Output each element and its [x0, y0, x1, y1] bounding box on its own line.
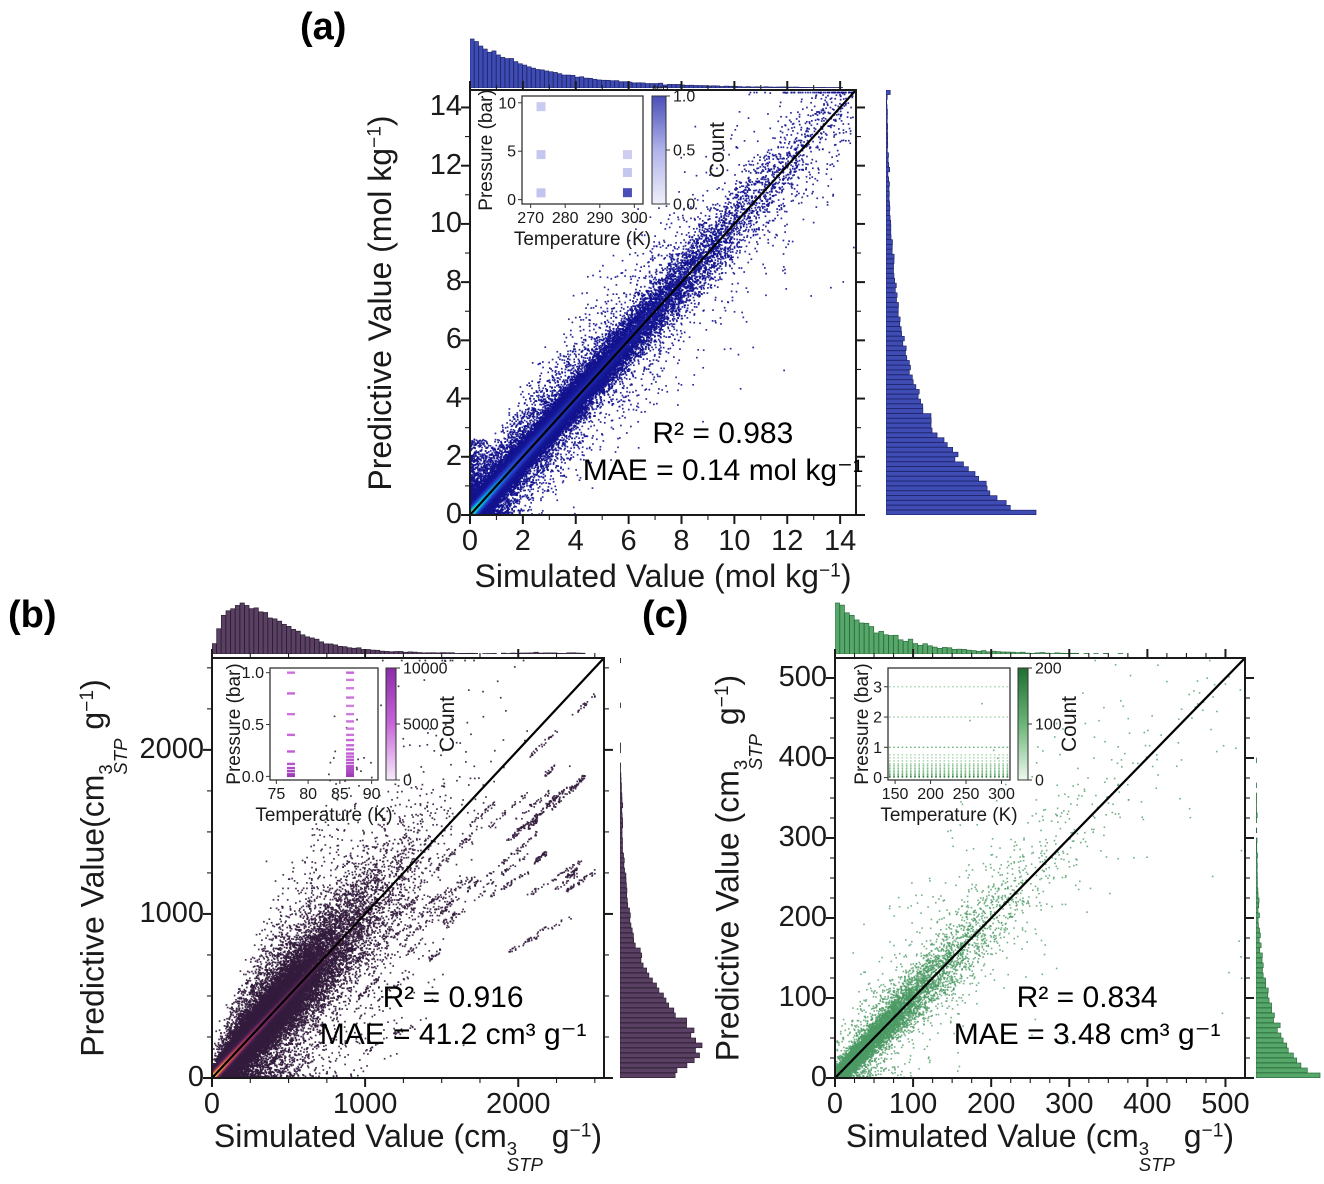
- panel-b-y-tick-label: 1000: [139, 896, 204, 929]
- panel-c-x-tick-label: 500: [1201, 1088, 1250, 1120]
- panel-a-label: (a): [300, 6, 347, 48]
- panel-b-right-histogram: [620, 658, 704, 1078]
- panel-c-y-tick-label: 500: [778, 661, 827, 693]
- panel-a-y-axis-title: Predictive Value (mol kg−1): [361, 114, 398, 491]
- panel-c-right-histogram: [1256, 658, 1322, 1078]
- panel-c-y-tick-label: 200: [778, 901, 827, 933]
- panel-a-stats: R² = 0.983 MAE = 0.14 mol kg⁻¹: [583, 415, 863, 489]
- panel-a-y-tick-label: 2: [445, 439, 462, 472]
- panel-b-label: (b): [8, 594, 57, 636]
- panel-c-y-tick-label: 400: [778, 741, 827, 773]
- panel-c-inset-conditions-plot: [848, 658, 1100, 830]
- panel-b-x-tick-label: 2000: [485, 1088, 551, 1120]
- panel-c-y-tick-label: 300: [778, 821, 827, 853]
- panel-c-x-axis-title: Simulated Value (cm 3 STP g−1): [845, 1118, 1235, 1175]
- panel-a-right-histogram: [886, 90, 1038, 515]
- panel-a-x-tick-label: 4: [567, 525, 584, 557]
- panel-a-y-tick-label: 8: [445, 265, 462, 298]
- panel-b-y-tick-label: 0: [187, 1061, 204, 1093]
- panel-a-y-tick-label: 6: [445, 323, 462, 356]
- panel-b-inset-conditions-plot: [214, 658, 534, 830]
- panel-b-x-axis-title: Simulated Value (cm 3 STP g−1): [213, 1118, 603, 1175]
- panel-b-y-axis-title: Predictive Value(cm 3 STP g−1): [74, 679, 132, 1057]
- panel-a-x-tick-label: 0: [461, 525, 479, 557]
- panel-b-top-histogram: [212, 602, 604, 654]
- panel-c-x-tick-label: 200: [966, 1088, 1016, 1120]
- panel-a-x-tick-label: 2: [514, 525, 531, 557]
- panel-c-mae-text: MAE = 3.48 cm³ g⁻¹: [953, 1018, 1221, 1052]
- panel-b-x-tick-label: 1000: [332, 1088, 398, 1120]
- panel-b-stats: R² = 0.916 MAE = 41.2 cm³ g⁻¹: [320, 979, 587, 1053]
- panel-c-x-tick-label: 400: [1123, 1088, 1172, 1120]
- panel-a-r2-text: R² = 0.983: [652, 417, 794, 451]
- panel-c-y-axis-title: Predictive Value (cm 3 STP g−1): [709, 674, 767, 1062]
- panel-a-x-tick-label: 10: [718, 525, 751, 557]
- panel-a-y-tick-label: 0: [445, 498, 462, 530]
- panel-b-mae-text: MAE = 41.2 cm³ g⁻¹: [319, 1018, 587, 1052]
- panel-a-x-tick-label: 6: [620, 525, 637, 557]
- panel-c-top-histogram: [835, 602, 1245, 654]
- panel-a-y-tick-label: 12: [429, 148, 462, 181]
- panel-c-r2-text: R² = 0.834: [1016, 981, 1158, 1015]
- panel-c-x-tick-label: 300: [1045, 1088, 1094, 1120]
- panel-c-y-tick-label: 100: [778, 981, 827, 1013]
- panel-c-y-tick-label: 0: [810, 1061, 827, 1093]
- panel-a-mae-text: MAE = 0.14 mol kg⁻¹: [582, 454, 863, 488]
- panel-a-y-tick-label: 4: [445, 381, 462, 414]
- panel-a-inset-conditions-plot: [430, 86, 750, 258]
- panel-c-x-tick-label: 0: [826, 1088, 844, 1120]
- panel-a-x-tick-label: 14: [823, 525, 857, 557]
- panel-b-r2-text: R² = 0.916: [382, 981, 524, 1015]
- panel-a-x-tick-label: 8: [673, 525, 690, 557]
- panel-c-x-tick-label: 100: [888, 1088, 938, 1120]
- panel-a-x-tick-label: 12: [771, 525, 804, 557]
- panel-a-y-tick-label: 10: [429, 206, 462, 239]
- panel-a-x-axis-title: Simulated Value (mol kg−1): [474, 558, 852, 594]
- panel-c-label: (c): [642, 594, 689, 636]
- panel-c-stats: R² = 0.834 MAE = 3.48 cm³ g⁻¹: [954, 979, 1221, 1053]
- panel-a-y-tick-label: 14: [429, 90, 462, 123]
- panel-b-x-tick-label: 0: [203, 1088, 221, 1120]
- panel-b-y-tick-label: 2000: [139, 732, 204, 765]
